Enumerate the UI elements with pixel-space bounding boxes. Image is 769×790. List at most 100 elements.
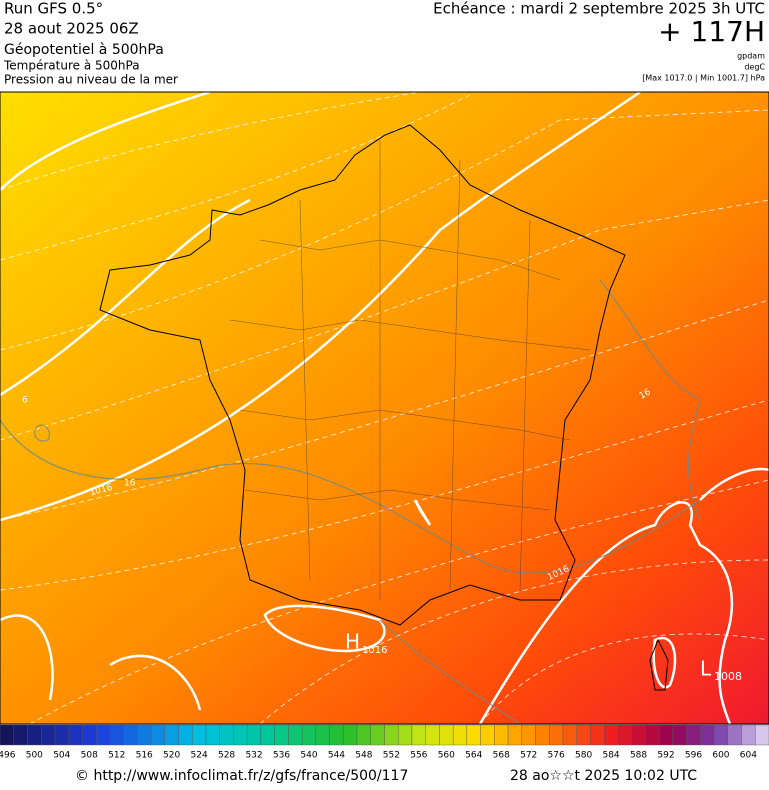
colorbar-swatch [13,724,28,746]
france-outline [99,124,626,626]
colorbar-label: 532 [245,751,262,761]
colorbar-swatch [713,724,729,746]
colorbar-swatch [82,724,97,746]
high-letter: H [345,630,360,654]
colorbar-label: 592 [657,751,674,761]
colorbar-swatch [466,724,481,746]
colorbar-swatch [549,724,564,746]
colorbar-label: 508 [81,751,98,761]
colorbar-label: 568 [493,751,510,761]
pressure-centres: H 1016 L 1008 [345,630,742,684]
colorbar-swatch [137,724,152,746]
colorbar-label: 580 [575,751,592,761]
colorbar [0,724,769,746]
run-date: 28 aout 2025 06Z [4,20,139,38]
colorbar-swatch [150,724,165,746]
colorbar-swatch [384,724,399,746]
colorbar-swatch [246,724,262,746]
colorbar-swatch [507,724,523,746]
colorbar-swatch [439,724,454,746]
colorbar-swatch [0,724,14,746]
colorbar-swatch [535,724,550,746]
corsica-outline [649,638,669,691]
generated-time: 28 ao☆☆t 2025 10:02 UTC [510,768,697,784]
colorbar-swatch [260,724,275,746]
colorbar-swatch [205,724,220,746]
temperature-contours [0,92,769,724]
colorbar-swatch [645,724,660,746]
colorbar-swatch [617,724,632,746]
colorbar-label: 504 [53,751,70,761]
colorbar-label: 572 [520,751,537,761]
departments [229,140,591,600]
colorbar-label: 560 [438,751,455,761]
field: Pression au niveau de la mer [4,73,178,87]
colorbar-swatch [494,724,509,746]
low-letter: L [700,657,712,681]
field: Température à 500hPa [3,59,140,73]
colorbar-label: 556 [410,751,427,761]
colorbar-label: 528 [218,751,235,761]
lead-time: + 117H [658,15,765,48]
unit: degC [744,63,765,72]
colorbar-swatch [604,724,619,746]
colorbar-label: 584 [602,751,619,761]
colorbar-label: 520 [163,751,180,761]
colorbar-label: 516 [136,751,153,761]
colorbar-swatch [700,724,715,746]
colorbar-swatch [109,724,124,746]
colorbar-swatch [480,724,495,746]
geopotential-contours [0,92,769,724]
colorbar-swatch [658,724,674,746]
echeance: Echéance : mardi 2 septembre 2025 3h UTC [433,0,765,18]
colorbar-label: 496 [0,751,16,761]
colorbar-swatch [356,724,371,746]
colorbar-swatch [755,724,769,746]
colorbar-swatch [192,724,207,746]
colorbar-label: 544 [328,751,345,761]
colorbar-label: 524 [191,751,208,761]
colorbar-swatch [411,724,426,746]
colorbar-swatch [68,724,83,746]
colorbar-swatch [95,724,111,746]
colorbar-label: 604 [740,751,757,761]
field: Géopotentiel à 500hPa [4,42,164,58]
colorbar-swatch [288,724,303,746]
colorbar-swatch [686,724,701,746]
colorbar-swatch [425,724,440,746]
source-url: © http://www.infoclimat.fr/z/gfs/france/… [75,768,408,784]
colorbar-labels: 496 500 504 508 512 516 520 524 528 532 536 540 544 5… [0,751,757,761]
footer: © http://www.infoclimat.fr/z/gfs/france/… [75,768,697,784]
pressure-contours [0,279,701,724]
colorbar-label: 500 [26,751,43,761]
colorbar-swatch [452,724,468,746]
colorbar-swatch [590,724,605,746]
colorbar-swatch [315,724,330,746]
colorbar-label: 552 [383,751,400,761]
map: H 1016 L 1008 1016 16 16 1016 6 [0,92,769,724]
colorbar-swatch [370,724,385,746]
header: Run GFS 0.5° 28 aout 2025 06Z Géopotenti… [3,0,765,87]
colorbar-swatch [576,724,591,746]
colorbar-swatch [562,724,577,746]
colorbar-label: 596 [685,751,702,761]
colorbar-swatch [27,724,42,746]
high-value: 1016 [362,645,387,656]
colorbar-swatch [741,724,756,746]
colorbar-swatch [521,724,536,746]
colorbar-swatch [54,724,69,746]
contour-label: 6 [22,396,28,406]
colorbar-swatch [727,724,742,746]
colorbar-label: 588 [630,751,647,761]
colorbar-swatch [233,724,248,746]
colorbar-swatch [274,724,289,746]
colorbar-label: 564 [465,751,482,761]
colorbar-swatch [164,724,179,746]
unit: gpdam [737,52,765,61]
colorbar-swatch [631,724,646,746]
colorbar-swatch [40,724,56,746]
contour-label: 16 [124,479,136,489]
run: Run GFS 0.5° [4,0,103,18]
colorbar-swatch [672,724,687,746]
